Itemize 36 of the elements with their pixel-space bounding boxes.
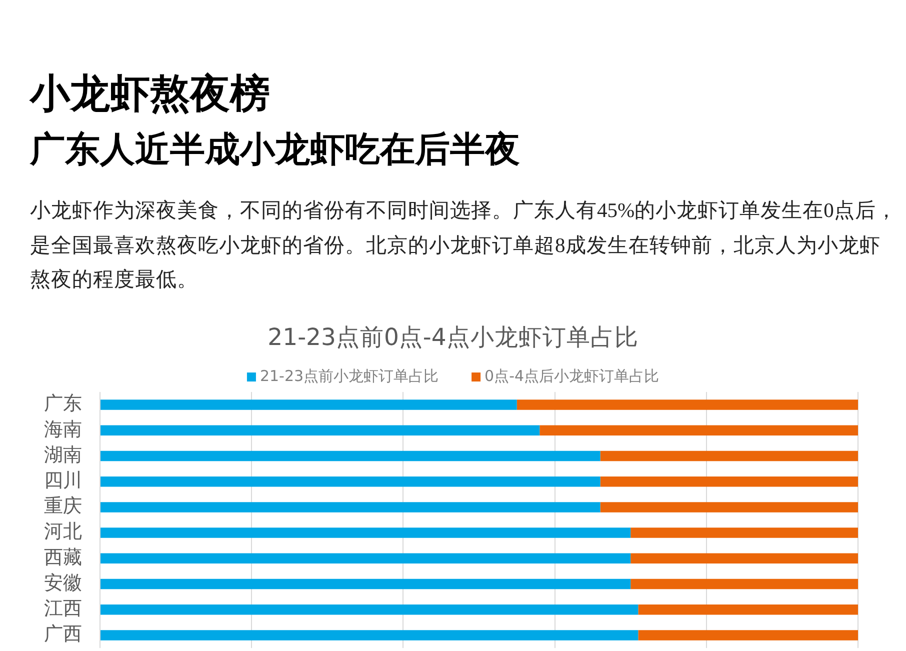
y-tick-label: 江西 xyxy=(44,598,82,620)
bar xyxy=(630,528,858,538)
y-tick-label: 广东 xyxy=(44,392,82,415)
y-tick-label: 安徽 xyxy=(44,572,82,594)
y-tick-label: 重庆 xyxy=(44,495,82,518)
bar xyxy=(100,502,600,512)
bar xyxy=(100,553,631,564)
y-tick-label: 四川 xyxy=(44,470,82,492)
y-tick-label: 海南 xyxy=(44,418,82,440)
legend-label: 0点-4点后小龙虾订单占比 xyxy=(484,366,660,385)
bar xyxy=(100,450,600,462)
text: 21-23点前0点-4点小龙虾订单占比 xyxy=(268,323,638,351)
bar xyxy=(100,604,638,615)
bar xyxy=(600,450,858,462)
y-tick-label: 广西 xyxy=(44,623,82,646)
y-tick-label: 河北 xyxy=(44,520,82,543)
y-tick-label: 湖南 xyxy=(44,444,82,466)
bar xyxy=(630,553,858,564)
legend-label: 21-23点前小龙虾订单占比 xyxy=(260,366,439,385)
bar xyxy=(100,578,631,590)
bar xyxy=(100,425,540,436)
bar xyxy=(600,502,858,512)
bar xyxy=(100,630,638,640)
bar xyxy=(630,578,858,590)
bar xyxy=(540,425,858,436)
bar xyxy=(638,604,858,615)
bar xyxy=(600,476,858,487)
chart-subtitle: 广东人近半成小龙虾吃在后半夜 xyxy=(30,129,520,172)
y-tick-label: 西藏 xyxy=(44,546,82,568)
text: 小龙虾作为深夜美食，不同的省份有不同时间选择。广东人有45%的小龙虾订单发生在0点后，是全国最喜欢熬夜吃小龙虾的省份。北京的小龙虾订单超8成发生在转钟前，北京人为小龙虾熬夜的程度最低。 xyxy=(30,198,898,293)
bar xyxy=(516,400,858,410)
chart-title: 小龙虾熬夜榜 xyxy=(30,70,270,119)
bar xyxy=(638,630,858,640)
bar xyxy=(100,400,517,410)
bar xyxy=(100,528,631,538)
bar xyxy=(100,476,600,487)
